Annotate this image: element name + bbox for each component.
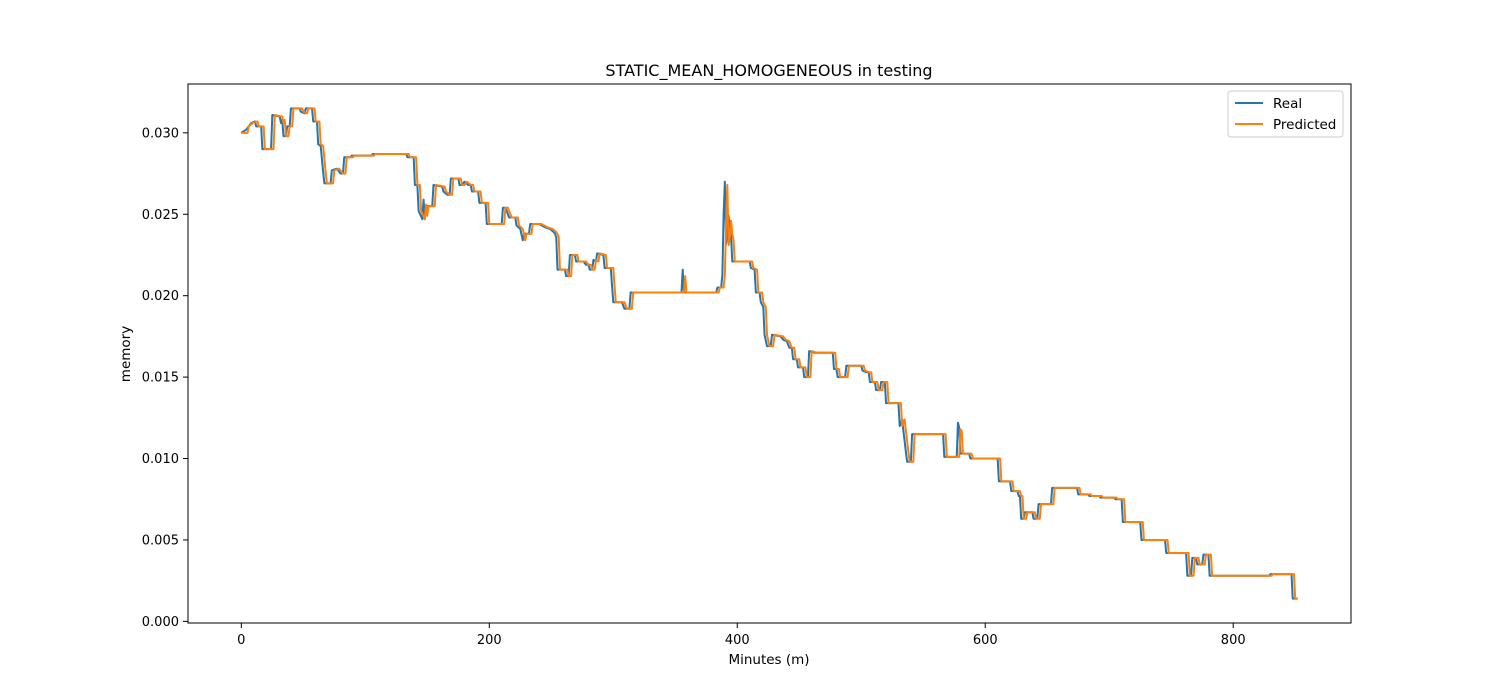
legend-predicted-label: Predicted <box>1273 117 1336 133</box>
x-tick-label: 400 <box>725 633 750 648</box>
y-tick-label: 0.025 <box>142 208 179 223</box>
y-tick-label: 0.000 <box>142 615 179 630</box>
y-tick-label: 0.020 <box>142 289 179 304</box>
legend: Real Predicted <box>1227 90 1344 138</box>
chart-title: STATIC_MEAN_HOMOGENEOUS in testing <box>605 61 932 81</box>
x-axis-label: Minutes (m) <box>728 652 809 668</box>
x-tick-label: 600 <box>973 633 998 648</box>
x-tick-label: 800 <box>1221 633 1246 648</box>
plot-area <box>188 84 1351 623</box>
y-tick-label: 0.010 <box>142 452 179 467</box>
y-tick-label: 0.030 <box>142 126 179 141</box>
y-tick-label: 0.015 <box>142 371 179 386</box>
y-axis-label: memory <box>118 326 134 382</box>
plot-frame <box>187 83 1352 624</box>
x-tick-label: 0 <box>237 633 245 648</box>
series-line-predicted <box>241 107 1298 600</box>
series-layer <box>240 107 1298 600</box>
y-tick-label: 0.005 <box>142 533 179 548</box>
x-tick-label: 200 <box>477 633 502 648</box>
legend-real-label: Real <box>1273 96 1302 112</box>
x-axis: 0 200 400 600 800 <box>237 623 1246 648</box>
y-axis: 0.000 0.005 0.010 0.015 0.020 0.025 0.030 <box>142 126 188 630</box>
